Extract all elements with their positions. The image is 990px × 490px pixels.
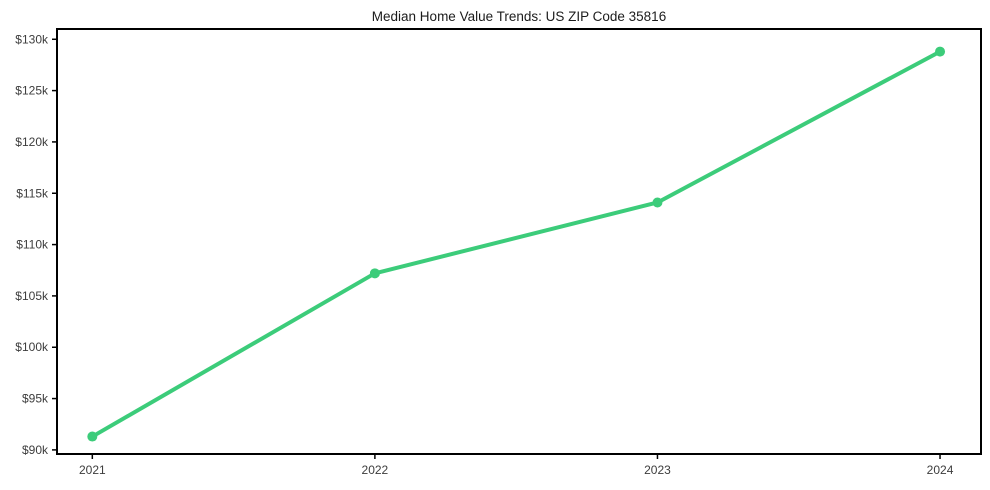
y-tick-label: $100k [15,340,49,354]
plot-box [56,28,982,455]
y-tick-label: $115k [16,186,49,200]
x-tick-label: 2022 [362,463,389,477]
y-tick-label: $110k [16,238,49,252]
y-tick-label: $95k [22,392,49,406]
data-point-2024 [935,46,946,57]
data-point-2022 [369,268,380,279]
y-tick-label: $105k [15,289,49,303]
y-tick-label: $125k [15,84,49,98]
data-point-2023 [652,197,663,208]
y-tick-label: $90k [22,443,49,457]
y-tick-label: $130k [15,32,49,46]
x-tick-label: 2023 [644,463,671,477]
y-tick-label: $120k [15,135,49,149]
x-tick-label: 2021 [79,463,106,477]
plot-area: $90k $95k $100k $105k $110k $115k $120k $125k $1… [15,28,982,477]
data-point-2021 [87,431,98,442]
chart-title: Median Home Value Trends: US ZIP Code 35… [372,9,666,24]
series-line [90,49,943,439]
x-tick-label: 2024 [927,463,954,477]
